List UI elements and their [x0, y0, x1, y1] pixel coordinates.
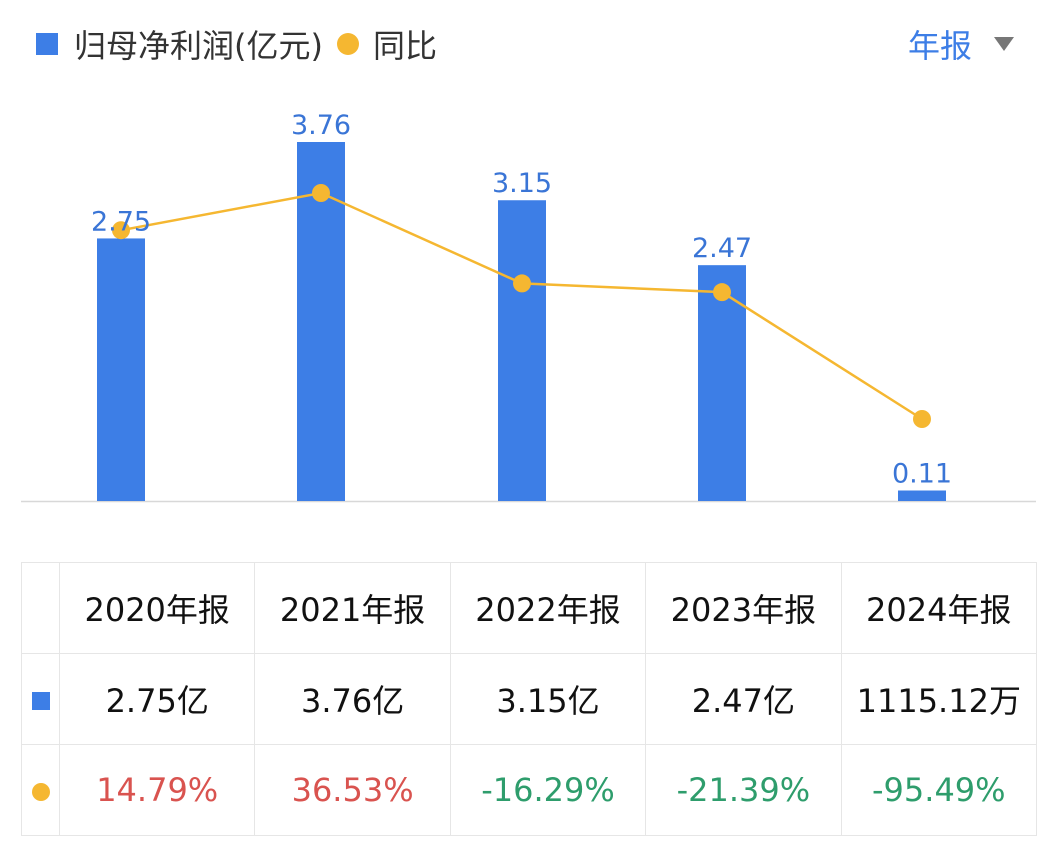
- bar-value-label: 2.75: [91, 206, 151, 237]
- net-profit-cell: 3.76亿: [254, 653, 451, 745]
- row-marker-cell: [21, 744, 60, 836]
- table-row-yoy: 14.79% 36.53% -16.29% -21.39% -95.49%: [21, 744, 1038, 836]
- period-selector-label: 年报: [907, 27, 972, 65]
- yoy-point-2020年报: [112, 221, 130, 240]
- yoy-point-2023年报: [713, 283, 731, 302]
- table-row-net-profit: 2.75亿 3.76亿 3.15亿 2.47亿 1115.12万: [21, 653, 1038, 745]
- yoy-cell: -21.39%: [645, 744, 842, 836]
- legend-bar-label: 归母净利润(亿元): [74, 27, 323, 65]
- bar-2020年报: [97, 238, 145, 501]
- table-header-row: 2020年报 2021年报 2022年报 2023年报 2024年报: [21, 562, 1038, 654]
- table-header-cell: 2024年报: [840, 562, 1038, 654]
- period-selector[interactable]: 年报: [908, 22, 1014, 66]
- net-profit-cell: 1115.12万: [840, 653, 1038, 745]
- table-header-cell: 2023年报: [645, 562, 842, 654]
- bar-value-label: 3.76: [291, 110, 351, 141]
- legend-bar-swatch: [36, 33, 58, 55]
- net-profit-cell: 2.47亿: [645, 653, 842, 745]
- yoy-cell: -16.29%: [449, 744, 647, 836]
- yoy-point-2024年报: [913, 410, 931, 428]
- bar-value-label: 0.11: [892, 458, 952, 489]
- bar-2023年报: [698, 265, 746, 501]
- profit-chart: 2.75 3.76 3.15 2.47 0.11: [21, 110, 1036, 503]
- yoy-cell: 36.53%: [254, 744, 451, 836]
- table-header-cell: 2022年报: [449, 562, 647, 654]
- net-profit-cell: 2.75亿: [58, 653, 256, 745]
- net-profit-cell: 3.15亿: [449, 653, 647, 745]
- bar-series-marker: [31, 692, 50, 710]
- chart-legend: 归母净利润(亿元) 同比: [36, 22, 437, 66]
- table-header-cell: 2021年报: [254, 562, 451, 654]
- yoy-point-2021年报: [312, 184, 330, 202]
- yoy-cell: -95.49%: [840, 744, 1038, 836]
- yoy-point-2022年报: [513, 274, 531, 293]
- yoy-cell: 14.79%: [58, 744, 256, 836]
- bar-2024年报: [898, 490, 946, 501]
- bar-2022年报: [498, 200, 546, 502]
- data-table: 2020年报 2021年报 2022年报 2023年报 2024年报 2.75亿…: [21, 562, 1038, 836]
- bar-value-label: 3.15: [492, 168, 552, 199]
- row-marker-cell: [21, 653, 60, 745]
- legend-line-swatch: [336, 33, 359, 55]
- line-series-marker: [31, 783, 50, 801]
- table-header-cell: 2020年报: [58, 562, 256, 654]
- chevron-down-icon: [994, 37, 1014, 51]
- legend-line-label: 同比: [372, 27, 437, 65]
- table-corner-cell: [21, 562, 60, 654]
- bar-value-label: 2.47: [692, 233, 752, 264]
